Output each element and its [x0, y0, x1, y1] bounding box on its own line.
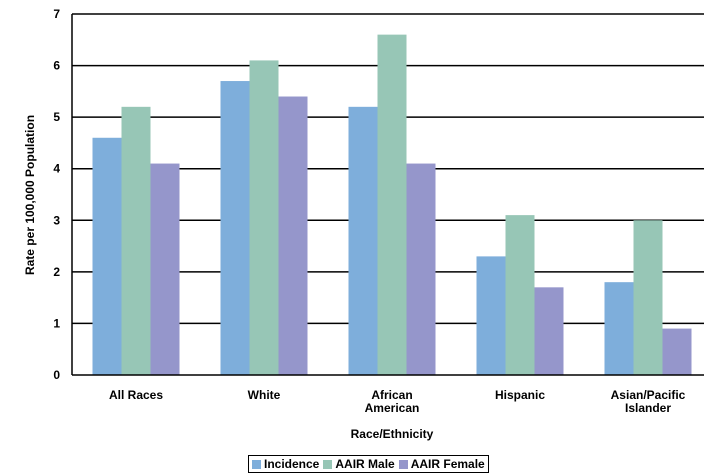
y-tick-label-2: 2 [53, 265, 60, 279]
legend-label-incidence: Incidence [264, 457, 320, 471]
y-tick-label-7: 7 [53, 7, 60, 21]
bar-incidence-hispanic [476, 256, 506, 375]
y-tick-label-6: 6 [53, 59, 60, 73]
bar-aair-female-african-american [406, 163, 436, 375]
bar-aair-female-white [278, 96, 308, 375]
y-tick-label-3: 3 [53, 213, 60, 227]
x-category-labels: All Races White African American Hispanic Asi… [109, 388, 686, 415]
legend-item-aair-male: AAIR Male [323, 457, 395, 471]
y-axis-title: Rate per 100,000 Population [23, 115, 37, 275]
legend-item-aair-female: AAIR Female [398, 457, 485, 471]
x-category-label-african-american: African American [365, 388, 420, 415]
bar-incidence-all-races [92, 137, 122, 375]
legend-label-aair-female: AAIR Female [410, 457, 485, 471]
x-category-label-all-races: All Races [109, 388, 163, 402]
legend-swatch-incidence [252, 459, 261, 469]
bar-aair-male-all-races [121, 106, 151, 375]
bar-incidence-asian-pacific-islander [604, 282, 634, 375]
y-tick-label-1: 1 [53, 316, 60, 330]
legend: Incidence AAIR Male AAIR Female [248, 455, 489, 473]
y-tick-label-5: 5 [53, 110, 60, 124]
x-category-label-hispanic: Hispanic [495, 388, 545, 402]
y-tick-labels: 0 1 2 3 4 5 6 7 [53, 7, 60, 382]
bar-aair-male-white [249, 60, 279, 376]
bar-incidence-african-american [348, 106, 378, 375]
y-tick-label-0: 0 [53, 368, 60, 382]
legend-swatch-aair-female [398, 459, 408, 469]
bar-aair-female-all-races [150, 163, 180, 375]
legend-label-aair-male: AAIR Male [335, 457, 395, 471]
y-tick-label-4: 4 [53, 162, 60, 176]
bar-aair-female-hispanic [534, 287, 564, 375]
bar-aair-male-hispanic [505, 215, 535, 375]
bar-aair-female-asian-pacific-islander [662, 328, 692, 375]
x-axis-title: Race/Ethnicity [351, 427, 434, 441]
bar-aair-male-african-american [377, 34, 407, 375]
bar-incidence-white [220, 81, 250, 376]
bar-aair-male-asian-pacific-islander [633, 220, 663, 375]
legend-swatch-aair-male [323, 459, 333, 469]
legend-item-incidence: Incidence [252, 457, 319, 471]
bars [92, 34, 692, 376]
x-category-label-white: White [248, 388, 281, 402]
x-category-label-asian-pacific-islander: Asian/Pacific Islander [611, 388, 686, 415]
axes [71, 14, 704, 376]
